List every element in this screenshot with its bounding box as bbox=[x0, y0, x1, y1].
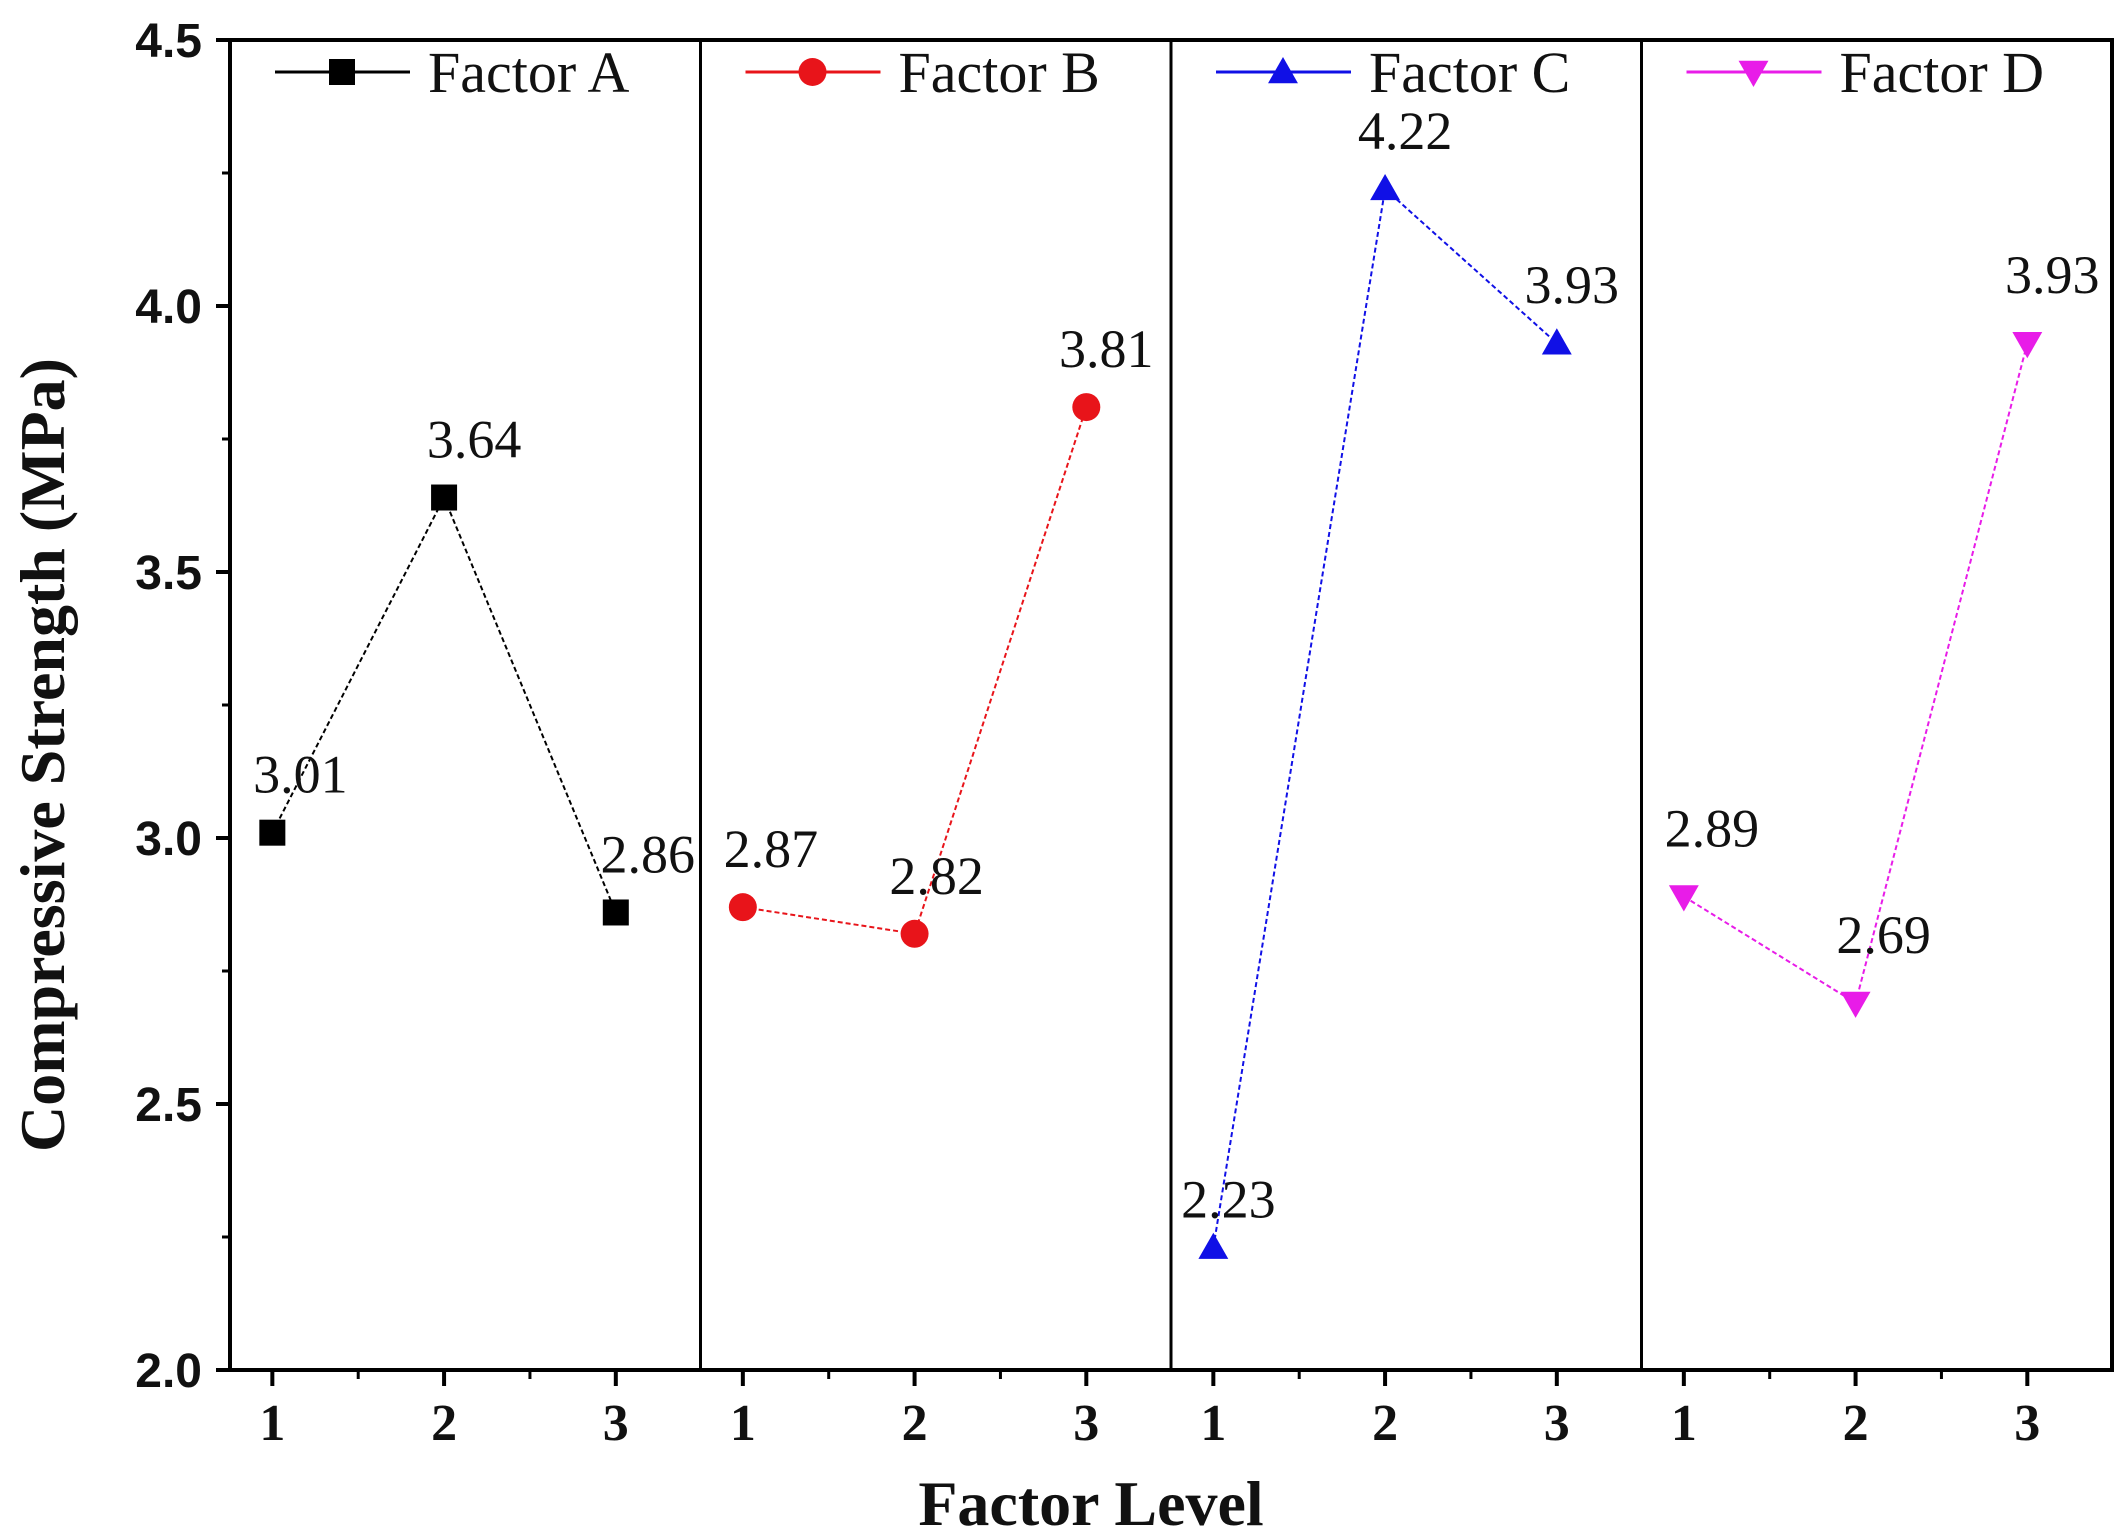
x-tick-label: 1 bbox=[730, 1395, 756, 1452]
x-tick-label: 1 bbox=[1671, 1395, 1697, 1452]
data-label: 3.93 bbox=[2005, 245, 2100, 305]
legend-label: Factor B bbox=[899, 40, 1100, 105]
data-point bbox=[1738, 60, 1769, 87]
data-point bbox=[1072, 393, 1101, 422]
y-axis-title: Compressive Strength (MPa) bbox=[7, 358, 78, 1152]
data-label: 2.23 bbox=[1181, 1170, 1276, 1230]
x-tick-label: 1 bbox=[259, 1395, 285, 1452]
y-tick-label: 3.0 bbox=[135, 813, 202, 866]
series-line bbox=[1212, 186, 1558, 1248]
data-point bbox=[1370, 174, 1401, 201]
legend-label: Factor C bbox=[1369, 40, 1570, 105]
x-tick-label: 3 bbox=[603, 1395, 629, 1452]
data-point bbox=[1541, 328, 1572, 355]
legend-entry: Factor C bbox=[1216, 40, 1570, 105]
legend-entry: Factor D bbox=[1686, 40, 2045, 105]
y-tick-label: 2.0 bbox=[135, 1345, 202, 1398]
x-tick-label: 3 bbox=[2014, 1395, 2040, 1452]
y-tick-label: 2.5 bbox=[135, 1079, 202, 1132]
data-point bbox=[1198, 1232, 1229, 1259]
data-label: 3.64 bbox=[427, 410, 522, 470]
data-label: 2.86 bbox=[601, 824, 696, 884]
data-point bbox=[259, 819, 286, 846]
data-label: 2.69 bbox=[1836, 905, 1931, 965]
series-factor-d: 2.89 2.69 3.93 bbox=[1665, 245, 2100, 1018]
series-factor-c: 2.23 4.22 3.93 bbox=[1181, 101, 1619, 1259]
data-point bbox=[900, 919, 929, 948]
x-axis: 1 2 3 1 2 3 1 2 3 1 2 3 bbox=[259, 1370, 2040, 1452]
series-line bbox=[742, 406, 1088, 935]
data-label: 3.81 bbox=[1059, 319, 1154, 379]
data-point bbox=[1268, 57, 1298, 84]
x-tick-label: 2 bbox=[1372, 1395, 1398, 1452]
data-point bbox=[1668, 885, 1699, 912]
factor-panels: 3.01 3.64 2.86 Factor A 2.87 2.82 3.81 Factor B… bbox=[228, 38, 2114, 1372]
data-label: 3.93 bbox=[1525, 255, 1620, 315]
x-tick-label: 3 bbox=[1544, 1395, 1570, 1452]
data-label: 2.82 bbox=[889, 846, 984, 906]
data-label: 3.01 bbox=[253, 745, 348, 805]
x-tick-label: 2 bbox=[1843, 1395, 1869, 1452]
data-point bbox=[728, 893, 757, 922]
series-line bbox=[271, 495, 617, 913]
data-point bbox=[431, 484, 458, 511]
legend-label: Factor A bbox=[428, 40, 629, 105]
x-tick-label: 3 bbox=[1073, 1395, 1099, 1452]
data-point bbox=[2012, 332, 2043, 359]
y-tick-label: 4.5 bbox=[135, 15, 202, 68]
legend-entry: Factor A bbox=[275, 40, 629, 105]
legend-entry: Factor B bbox=[745, 40, 1100, 105]
y-axis: 2.0 2.5 3.0 3.5 4.0 4.5 bbox=[135, 15, 230, 1398]
x-tick-label: 2 bbox=[902, 1395, 928, 1452]
y-tick-label: 4.0 bbox=[135, 281, 202, 334]
series-factor-b: 2.87 2.82 3.81 bbox=[724, 319, 1154, 948]
x-tick-label: 2 bbox=[431, 1395, 457, 1452]
data-label: 4.22 bbox=[1358, 101, 1453, 161]
legend-label: Factor D bbox=[1840, 40, 2045, 105]
data-label: 2.89 bbox=[1665, 799, 1760, 859]
data-point bbox=[329, 59, 355, 85]
data-point bbox=[602, 899, 629, 926]
data-label: 2.87 bbox=[724, 819, 819, 879]
x-tick-label: 1 bbox=[1200, 1395, 1226, 1452]
y-tick-label: 3.5 bbox=[135, 547, 202, 600]
x-axis-title: Factor Level bbox=[918, 1468, 1263, 1539]
data-point bbox=[798, 58, 827, 86]
data-point bbox=[1840, 991, 1871, 1018]
series-factor-a: 3.01 3.64 2.86 bbox=[253, 410, 695, 926]
